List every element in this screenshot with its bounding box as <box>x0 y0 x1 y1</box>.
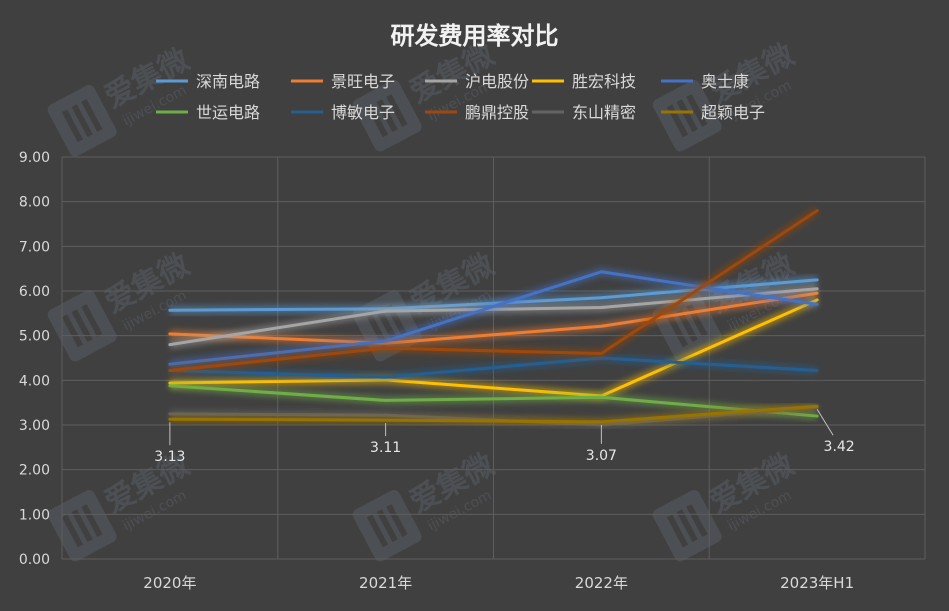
data-label-leader <box>816 408 834 436</box>
series-line <box>168 291 819 345</box>
legend-label: 世运电路 <box>196 103 260 122</box>
data-label: 3.11 <box>370 440 401 456</box>
legend-label: 深南电路 <box>196 72 260 91</box>
legend-label: 超颖电子 <box>701 103 765 122</box>
legend-item: 奥士康 <box>661 72 749 91</box>
y-axis: 0.00 1.00 2.00 3.00 4.00 5.00 6.00 7.00 8.00 9.00 <box>19 150 50 568</box>
legend-item: 世运电路 <box>156 103 260 122</box>
y-tick-label: 0.00 <box>19 552 50 568</box>
legend-item: 沪电股份 <box>425 72 529 91</box>
series-lines <box>168 206 820 430</box>
legend-item: 景旺电子 <box>291 72 395 91</box>
legend-item: 超颖电子 <box>661 103 765 122</box>
series-line <box>168 356 819 379</box>
y-tick-label: 2.00 <box>19 463 50 479</box>
series-line <box>168 384 819 418</box>
y-tick-label: 8.00 <box>19 195 50 211</box>
legend-label: 鹏鼎控股 <box>465 103 529 122</box>
series-line <box>168 404 819 424</box>
series-line <box>168 209 819 373</box>
series-line <box>168 270 819 366</box>
y-tick-label: 5.00 <box>19 329 50 345</box>
legend-item: 深南电路 <box>156 72 260 91</box>
y-tick-label: 6.00 <box>19 284 50 300</box>
legend-label: 胜宏科技 <box>572 72 636 91</box>
legend-item: 博敏电子 <box>291 103 395 122</box>
y-tick-label: 1.00 <box>19 507 50 523</box>
legend-label: 东山精密 <box>572 103 636 122</box>
data-label-leaders <box>169 408 834 446</box>
legend-label: 沪电股份 <box>465 72 529 91</box>
x-tick-label: 2021年 <box>359 574 412 592</box>
y-tick-label: 7.00 <box>19 239 50 255</box>
y-tick-label: 4.00 <box>19 373 50 389</box>
y-tick-label: 3.00 <box>19 418 50 434</box>
legend-label: 博敏电子 <box>331 103 395 122</box>
x-tick-label: 2020年 <box>143 574 196 592</box>
y-tick-label: 9.00 <box>19 150 50 166</box>
data-label: 3.13 <box>154 449 185 465</box>
x-axis: 2020年 2021年 2022年 2023年H1 <box>143 574 854 592</box>
chart-title: 研发费用率对比 <box>391 22 559 50</box>
legend-item: 东山精密 <box>532 103 636 122</box>
legend-item: 鹏鼎控股 <box>425 103 529 122</box>
x-tick-label: 2023年H1 <box>780 574 854 592</box>
series-line <box>168 298 819 398</box>
legend-item: 胜宏科技 <box>532 72 636 91</box>
data-label: 3.07 <box>586 448 617 464</box>
x-tick-label: 2022年 <box>575 574 628 592</box>
legend-label: 奥士康 <box>701 72 749 91</box>
data-labels: 3.13 3.11 3.07 3.42 <box>154 439 854 465</box>
legend-label: 景旺电子 <box>331 72 395 91</box>
data-label: 3.42 <box>824 439 855 455</box>
